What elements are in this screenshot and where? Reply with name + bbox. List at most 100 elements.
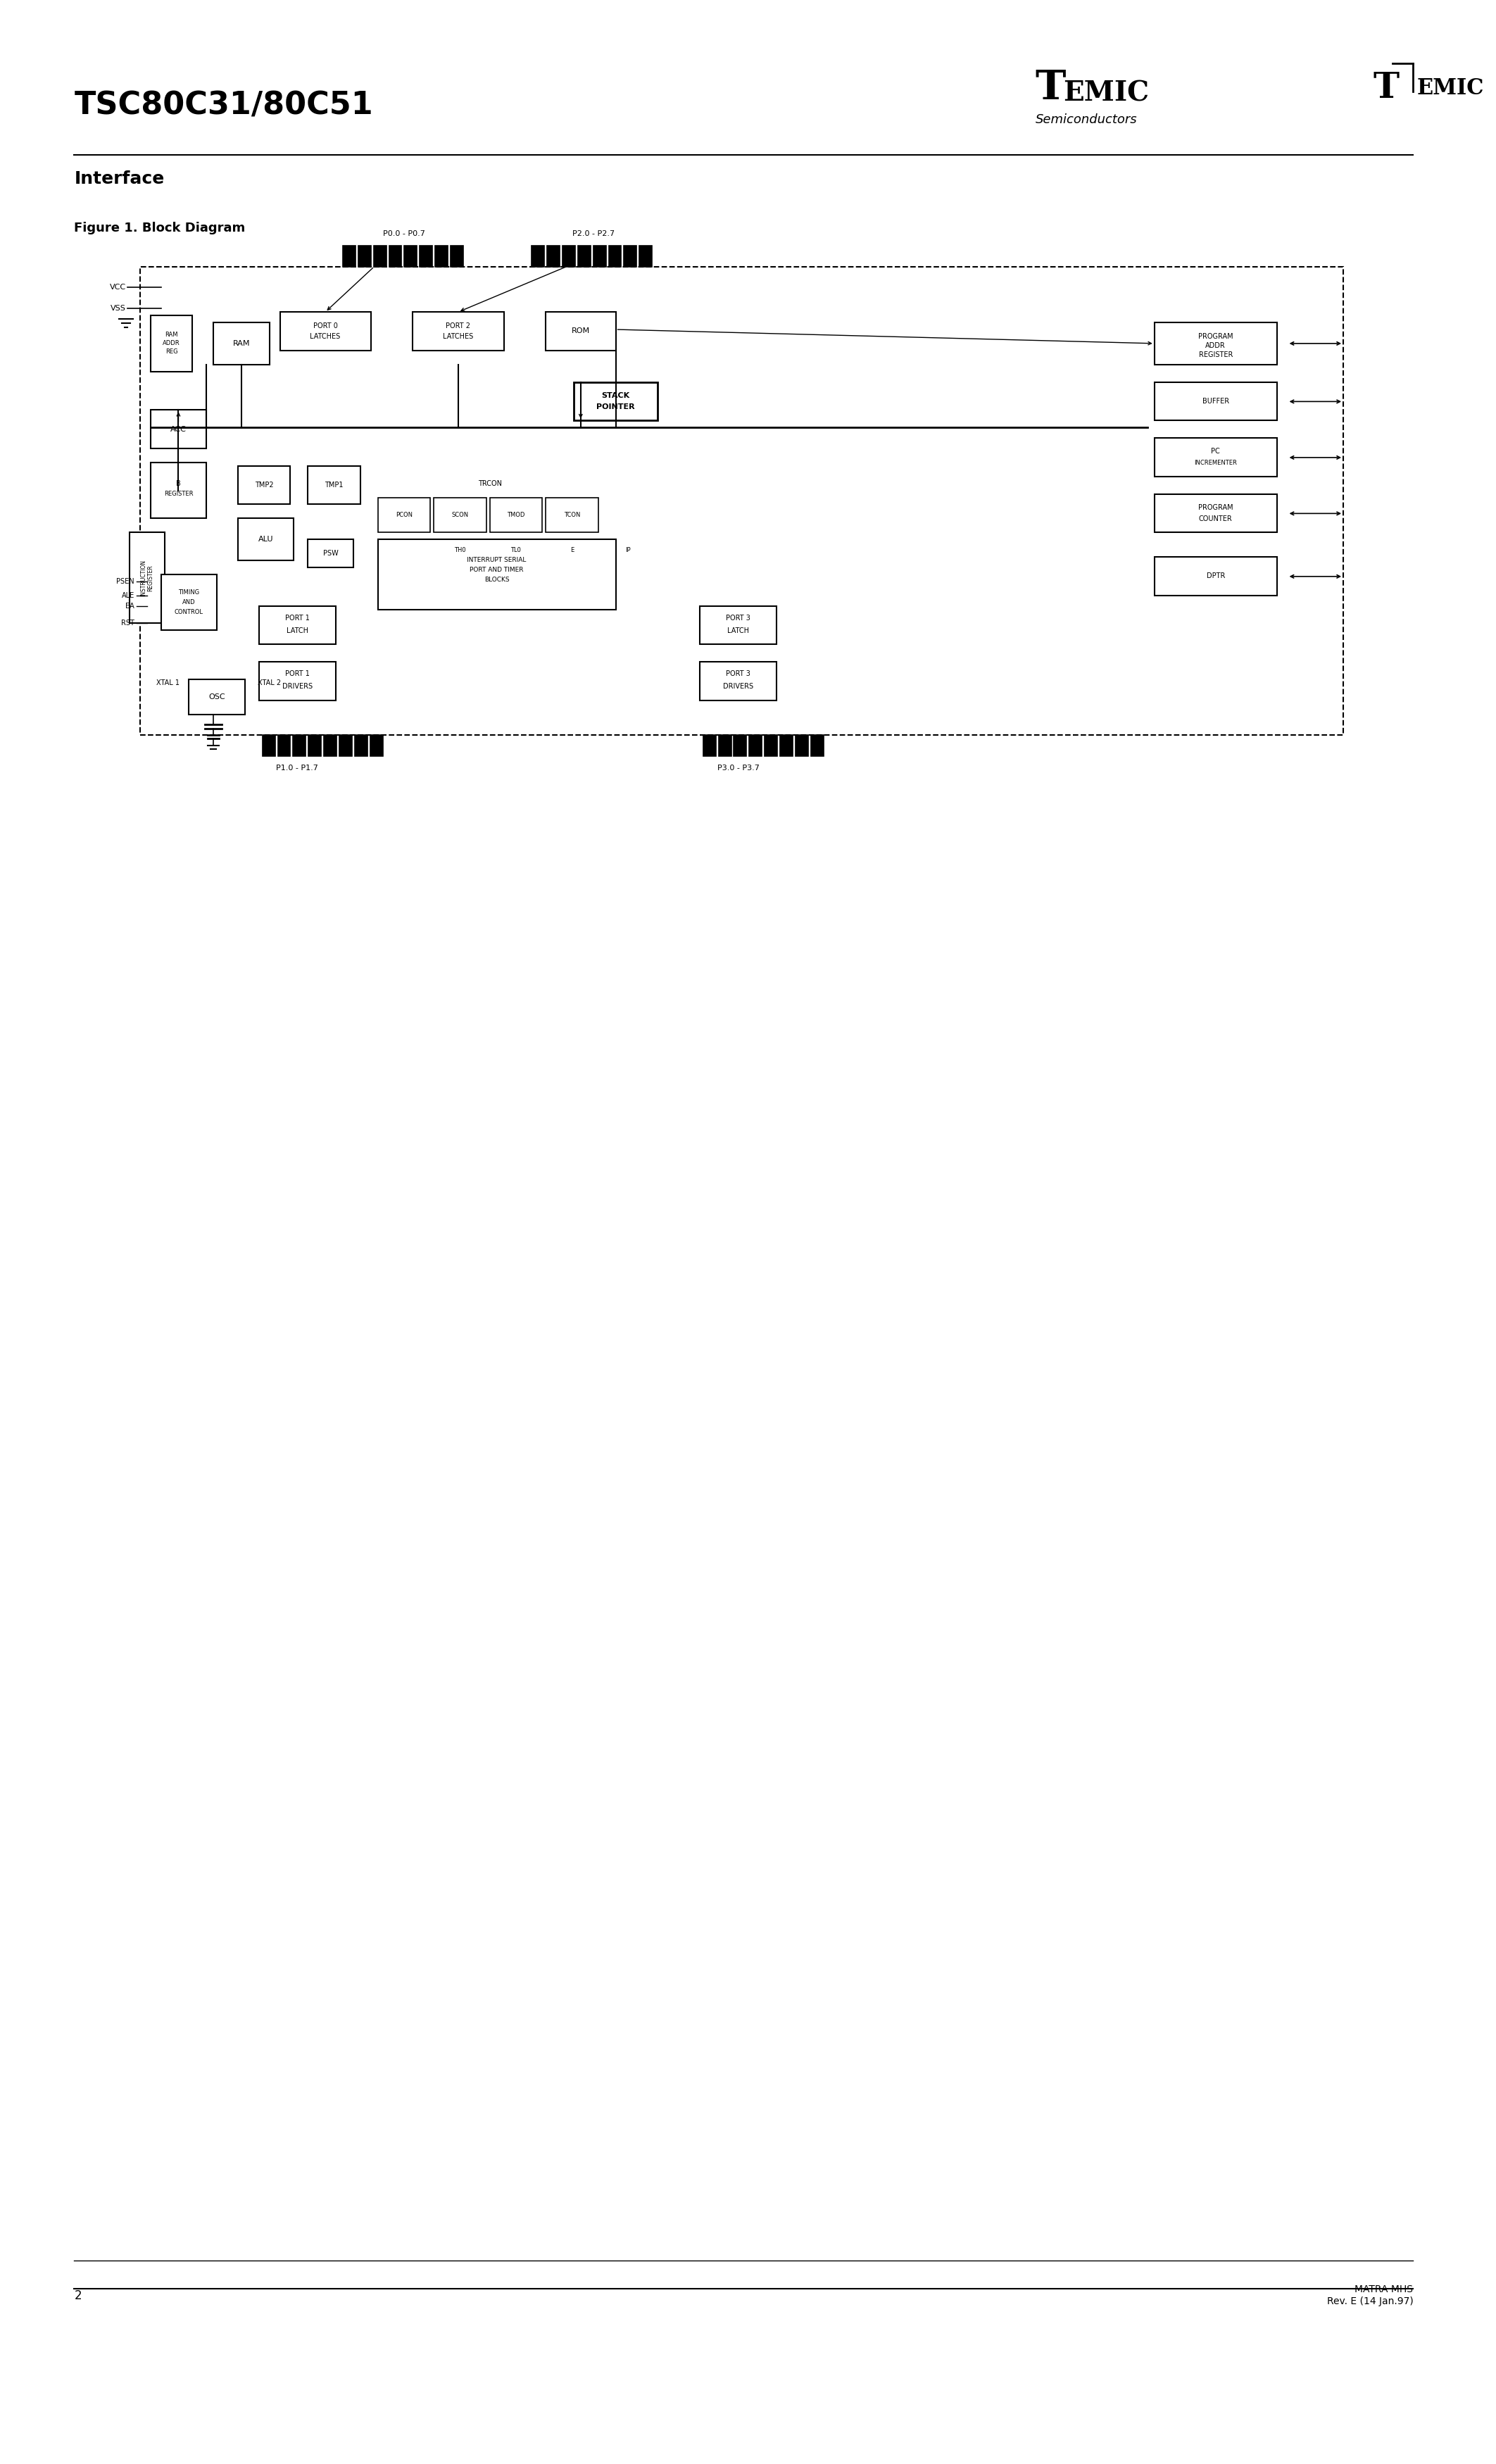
Text: PORT 1: PORT 1 (286, 614, 310, 621)
Text: LATCHES: LATCHES (443, 333, 473, 340)
Bar (151, 409, 206, 448)
Text: TL0: TL0 (510, 547, 521, 552)
Text: TCON: TCON (564, 513, 580, 517)
Text: EMIC: EMIC (1064, 79, 1149, 106)
Bar (718, 734, 732, 756)
Bar (325, 734, 337, 756)
Text: P1.0 - P1.7: P1.0 - P1.7 (277, 764, 319, 771)
Text: TIMING: TIMING (178, 589, 199, 596)
Bar (594, 246, 606, 266)
Text: Figure 1. Block Diagram: Figure 1. Block Diagram (75, 222, 245, 234)
Bar (1155, 382, 1276, 421)
Text: DPTR: DPTR (1206, 572, 1225, 579)
Bar (779, 734, 793, 756)
Bar (546, 313, 616, 350)
Text: DRIVERS: DRIVERS (283, 683, 313, 690)
Text: INCREMENTER: INCREMENTER (1194, 461, 1237, 466)
Text: RST: RST (121, 621, 135, 626)
Text: PORT 2: PORT 2 (446, 323, 471, 330)
Text: INSTRUCTION
REGISTER: INSTRUCTION REGISTER (141, 559, 154, 596)
Text: BUFFER: BUFFER (1203, 397, 1230, 404)
Bar (238, 466, 290, 505)
Text: TMP2: TMP2 (254, 480, 274, 488)
Bar (278, 734, 290, 756)
Bar (796, 734, 808, 756)
Text: T: T (1373, 71, 1399, 106)
Bar (489, 498, 542, 532)
Bar (188, 680, 245, 715)
Text: LATCHES: LATCHES (310, 333, 341, 340)
Bar (700, 606, 776, 643)
Bar (420, 246, 432, 266)
Bar (1155, 557, 1276, 596)
Text: EMIC: EMIC (1417, 76, 1484, 99)
Bar (151, 315, 193, 372)
Bar (577, 246, 591, 266)
Bar (548, 246, 560, 266)
Text: TH0: TH0 (455, 547, 465, 552)
Bar (1155, 439, 1276, 476)
Text: XTAL 1: XTAL 1 (156, 680, 180, 687)
Text: B: B (177, 480, 181, 488)
Text: BLOCKS: BLOCKS (485, 577, 509, 584)
Bar (531, 246, 545, 266)
Bar (639, 246, 652, 266)
Text: ADDR: ADDR (1206, 342, 1225, 350)
Bar (238, 517, 293, 559)
Text: PORT AND TIMER: PORT AND TIMER (470, 567, 524, 574)
Text: TMP1: TMP1 (325, 480, 344, 488)
Bar (811, 734, 823, 756)
Text: TRCON: TRCON (477, 480, 501, 488)
Text: ACC: ACC (171, 426, 187, 434)
Bar (141, 266, 1343, 734)
Bar (703, 734, 715, 756)
Bar (308, 540, 353, 567)
Bar (370, 734, 383, 756)
Bar (130, 532, 165, 623)
Text: ALE: ALE (121, 591, 135, 599)
Text: PORT 1: PORT 1 (286, 670, 310, 678)
Text: Interface: Interface (75, 170, 165, 187)
Text: SCON: SCON (452, 513, 468, 517)
Bar (609, 246, 621, 266)
Text: E: E (570, 547, 574, 552)
Bar (374, 246, 386, 266)
Bar (735, 734, 747, 756)
Text: POINTER: POINTER (597, 404, 634, 411)
Bar (434, 498, 486, 532)
Text: ROM: ROM (571, 328, 589, 335)
Text: VCC: VCC (109, 283, 126, 291)
Bar (308, 466, 361, 505)
Bar (262, 734, 275, 756)
Text: AND: AND (183, 599, 196, 606)
Bar (259, 663, 335, 700)
Bar (343, 246, 356, 266)
Text: PROGRAM: PROGRAM (1198, 333, 1233, 340)
Text: PCON: PCON (395, 513, 413, 517)
Text: DRIVERS: DRIVERS (723, 683, 754, 690)
Bar (764, 734, 778, 756)
Text: RAM: RAM (233, 340, 250, 347)
Text: REG: REG (165, 350, 178, 355)
Bar (355, 734, 368, 756)
Text: P0.0 - P0.7: P0.0 - P0.7 (383, 229, 425, 237)
Text: LATCH: LATCH (286, 628, 308, 633)
Bar (562, 246, 574, 266)
Text: LATCH: LATCH (727, 628, 749, 633)
Text: Semiconductors: Semiconductors (1035, 113, 1137, 126)
Bar (546, 498, 598, 532)
Text: TMOD: TMOD (507, 513, 525, 517)
Text: INTERRUPT SERIAL: INTERRUPT SERIAL (467, 557, 527, 564)
Text: TSC80C31/80C51: TSC80C31/80C51 (75, 91, 373, 121)
Bar (749, 734, 761, 756)
Text: PORT 3: PORT 3 (726, 614, 751, 621)
Text: PC: PC (1212, 448, 1221, 456)
Bar (358, 246, 371, 266)
Text: EA: EA (126, 601, 135, 609)
Bar (378, 540, 616, 609)
Text: RAM: RAM (165, 333, 178, 338)
Text: REGISTER: REGISTER (163, 490, 193, 498)
Bar (378, 498, 431, 532)
Text: T: T (1035, 69, 1067, 108)
Text: PORT 0: PORT 0 (313, 323, 338, 330)
